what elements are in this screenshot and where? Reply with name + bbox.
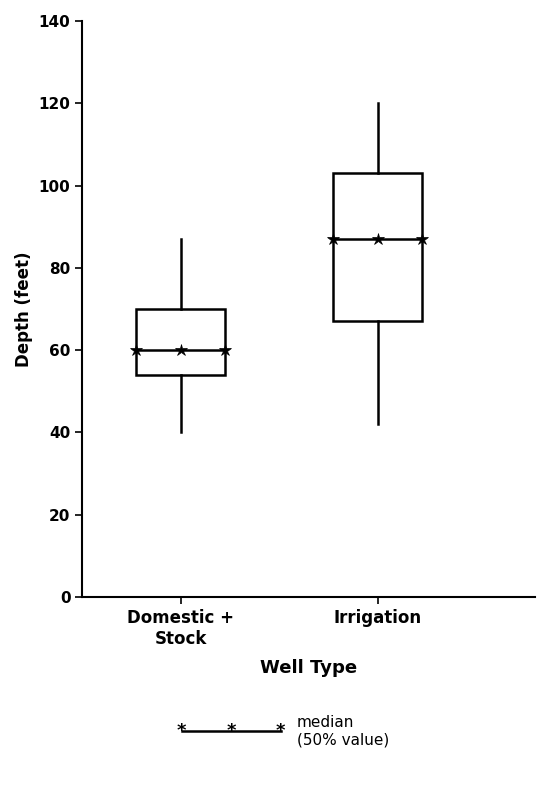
Text: *: *: [226, 722, 236, 740]
Text: *: *: [276, 722, 285, 740]
Bar: [136, 309, 225, 375]
Bar: [333, 173, 422, 321]
Text: median
(50% value): median (50% value): [297, 714, 389, 747]
Y-axis label: Depth (feet): Depth (feet): [15, 252, 33, 367]
X-axis label: Well Type: Well Type: [260, 659, 357, 677]
Text: *: *: [177, 722, 186, 740]
